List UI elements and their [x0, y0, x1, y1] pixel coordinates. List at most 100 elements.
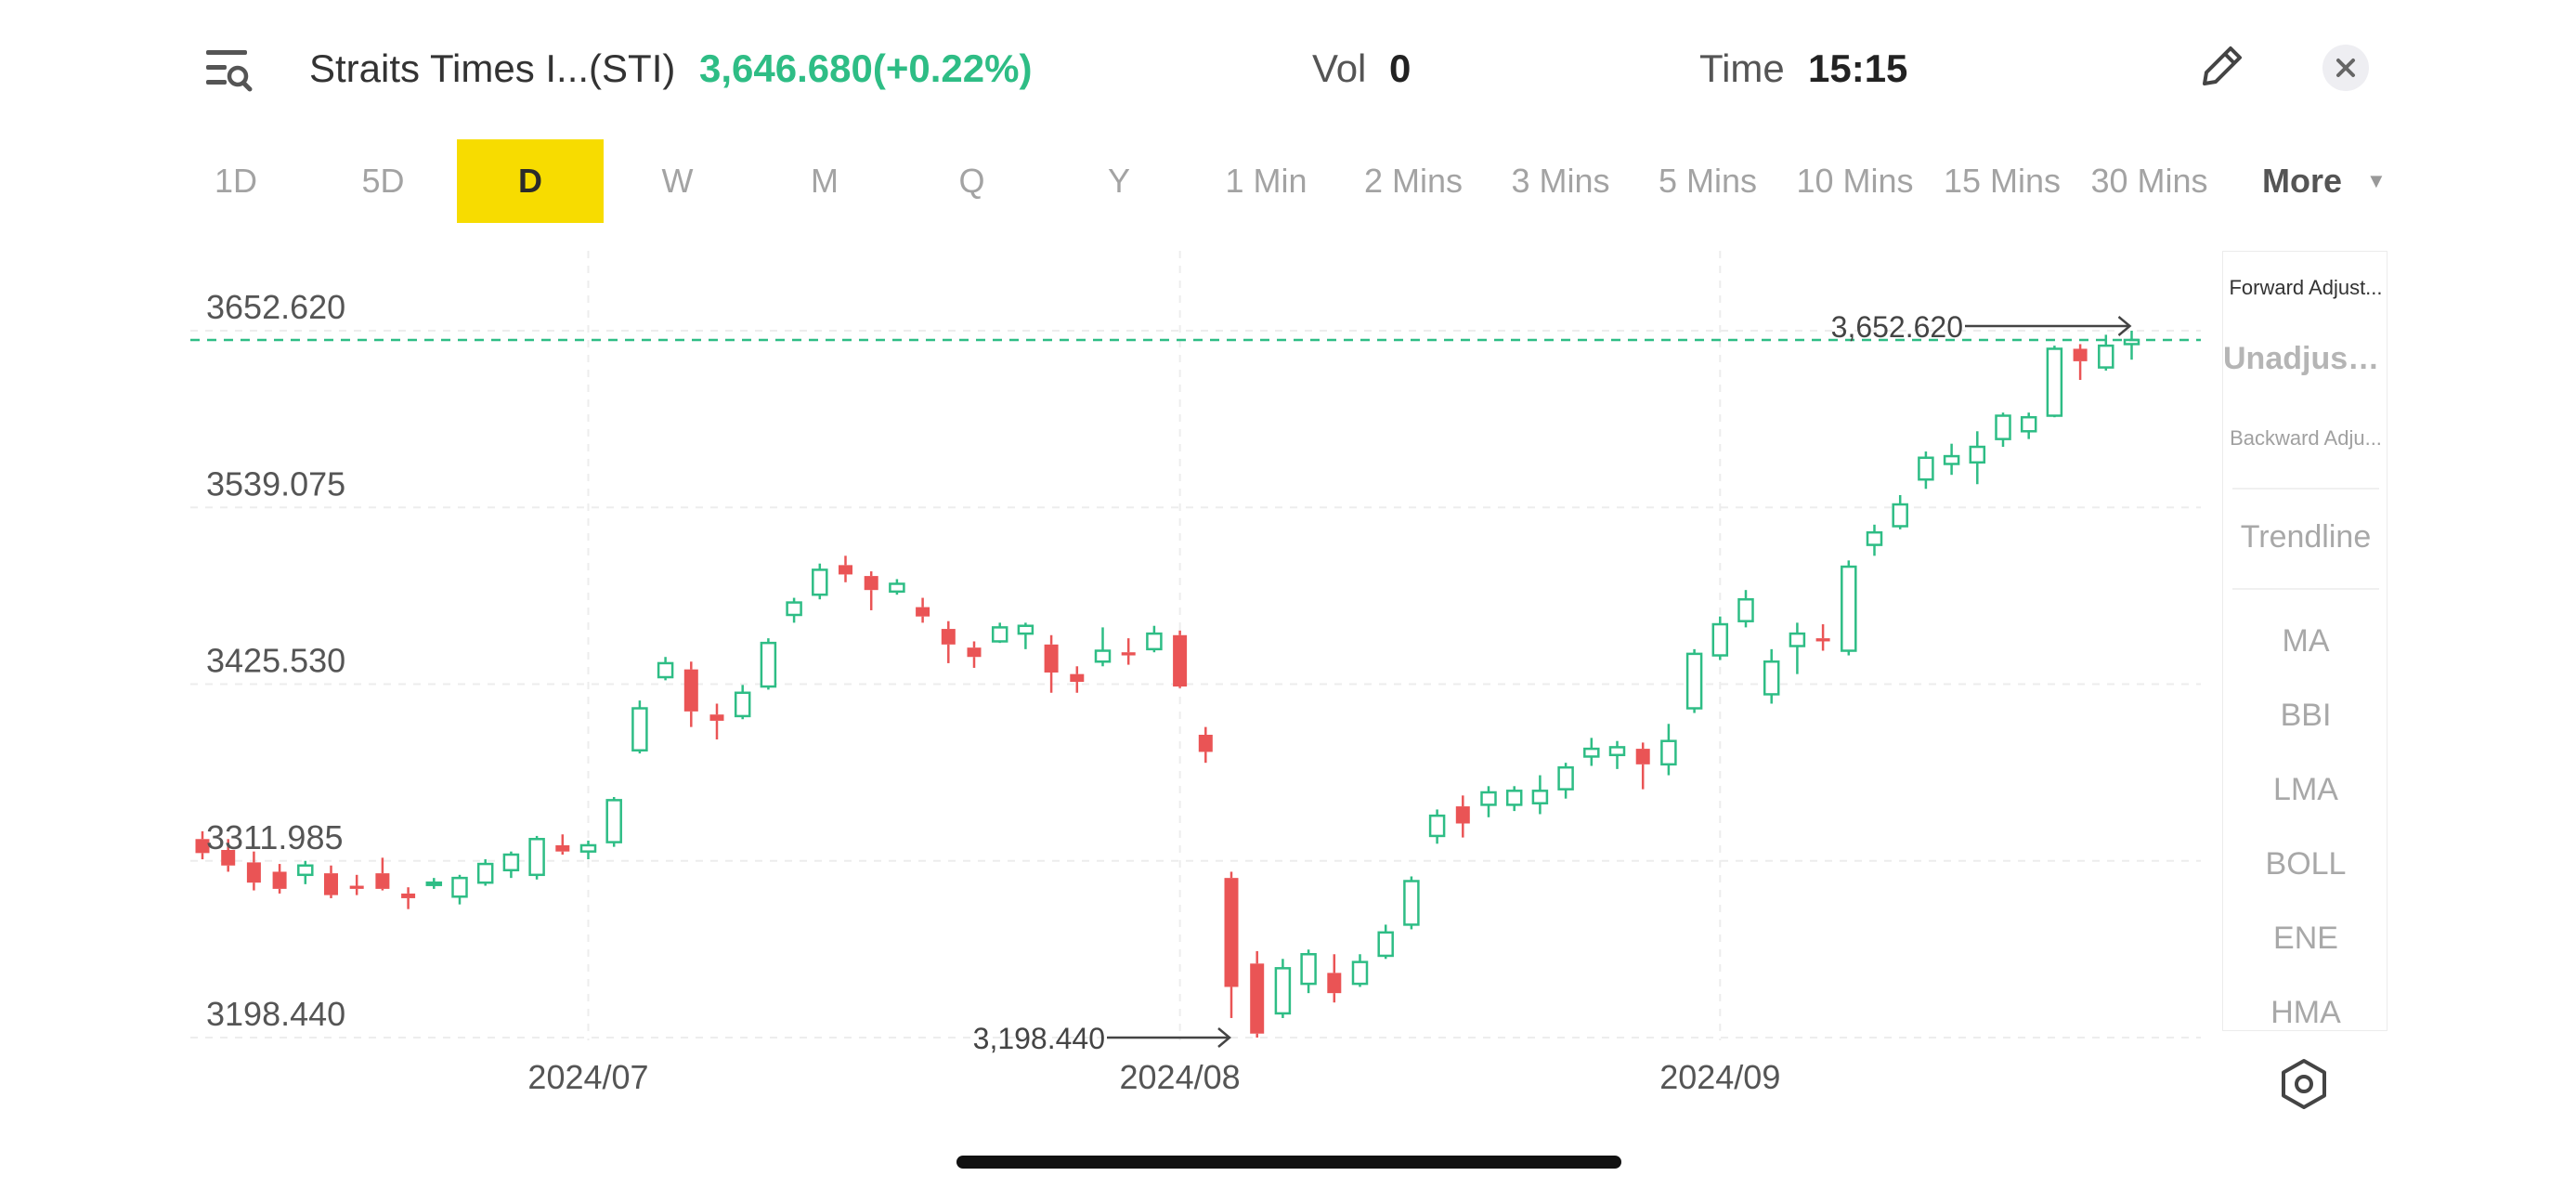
tab-10-mins[interactable]: 10 Mins	[1796, 162, 1914, 200]
indicator-ene[interactable]: ENE	[2273, 921, 2338, 956]
unadjusted-option[interactable]: Unadjusted	[2223, 341, 2387, 376]
candle	[1250, 950, 1265, 1038]
list-search-icon[interactable]	[202, 45, 254, 97]
candle-body	[1403, 880, 1420, 926]
tab-30-mins[interactable]: 30 Mins	[2090, 162, 2208, 200]
candle	[1995, 412, 2011, 448]
side-panel: Forward Adjust... Unadjusted Backward Ad…	[2222, 251, 2387, 1031]
candle-body	[1480, 790, 1497, 806]
candle-body	[839, 565, 852, 575]
candle-body	[1224, 878, 1239, 987]
candle-body	[1428, 814, 1446, 838]
backward-adjust-option[interactable]: Backward Adju...	[2230, 426, 2382, 450]
candle-body	[864, 576, 878, 591]
candle	[683, 661, 698, 727]
indicator-ma[interactable]: MA	[2282, 623, 2330, 659]
candle-body	[1583, 747, 1600, 758]
tab-y[interactable]: Y	[1107, 162, 1130, 200]
candle-body	[1173, 634, 1188, 687]
candle	[1300, 949, 1317, 994]
forward-adjust-option[interactable]: Forward Adjust...	[2229, 276, 2383, 299]
tab-15-mins[interactable]: 15 Mins	[1943, 162, 2062, 200]
candle	[812, 563, 828, 600]
candle-body	[991, 626, 1008, 643]
candle-body	[1327, 973, 1342, 994]
candle	[1274, 959, 1292, 1018]
high-marker-arrowhead	[2117, 316, 2132, 336]
tab-5d[interactable]: 5D	[361, 162, 405, 200]
candle-body	[425, 881, 443, 886]
candle-body	[502, 853, 520, 872]
candle	[1685, 648, 1703, 713]
candle	[1841, 560, 1857, 656]
candle	[528, 835, 545, 880]
candle-body	[2098, 344, 2114, 369]
indicator-hma[interactable]: HMA	[2270, 995, 2341, 1030]
indicator-bbi[interactable]: BBI	[2280, 698, 2332, 733]
candle	[1531, 775, 1549, 815]
candle	[1173, 630, 1188, 688]
candle-body	[967, 647, 982, 658]
candle-body	[1121, 652, 1136, 656]
candle-body	[734, 691, 751, 718]
caret-down-icon: ▼	[2366, 169, 2387, 192]
candle	[1711, 616, 1729, 660]
time-label: Time	[1699, 46, 1785, 90]
candle	[760, 638, 777, 690]
pencil-icon[interactable]	[2195, 41, 2245, 93]
current-price: 3,646.680(+0.22%)	[699, 46, 1033, 90]
candle-body	[1711, 622, 1729, 657]
candle	[1660, 724, 1677, 776]
candle	[916, 597, 930, 623]
candle	[1763, 648, 1780, 704]
candle-body	[941, 629, 956, 645]
candle	[991, 622, 1008, 644]
candle	[1377, 924, 1394, 960]
more-button[interactable]: More ▼	[2262, 139, 2387, 223]
candles-layer	[195, 331, 2140, 1038]
candle	[1094, 627, 1112, 667]
candle-body	[1557, 765, 1574, 790]
candle-body	[1146, 632, 1163, 651]
tab-q[interactable]: Q	[958, 162, 985, 200]
tab-m[interactable]: M	[811, 162, 839, 200]
x-tick-label: 2024/07	[527, 1058, 648, 1096]
indicator-boll[interactable]: BOLL	[2265, 846, 2347, 882]
candle	[864, 571, 878, 610]
tab-2-mins[interactable]: 2 Mins	[1363, 162, 1464, 200]
candle	[1480, 786, 1497, 817]
low-marker-label: 3,198.440	[973, 1022, 1105, 1055]
indicator-lma[interactable]: LMA	[2273, 772, 2338, 807]
tab-5-mins[interactable]: 5 Mins	[1658, 162, 1758, 200]
candle	[1017, 622, 1034, 649]
candle	[1608, 740, 1626, 769]
tab-w[interactable]: W	[661, 162, 694, 200]
candle-body	[1377, 931, 1394, 958]
tab-1-min[interactable]: 1 Min	[1225, 162, 1308, 200]
tab-3-mins[interactable]: 3 Mins	[1511, 162, 1610, 200]
candle-body	[1608, 746, 1626, 757]
candle	[297, 860, 314, 884]
candle-body	[555, 844, 570, 852]
tab-1d[interactable]: 1D	[214, 162, 258, 200]
candle	[1455, 795, 1470, 838]
trendline-button[interactable]: Trendline	[2240, 519, 2372, 555]
tab-d[interactable]: D	[457, 139, 604, 223]
candle	[709, 703, 724, 740]
candle	[221, 839, 236, 872]
candle-body	[1094, 649, 1112, 663]
candle	[1815, 624, 1830, 651]
instrument-title[interactable]: Straits Times I...(STI)	[309, 46, 676, 90]
candle	[1969, 431, 1986, 485]
candle	[889, 579, 905, 595]
close-button[interactable]	[2322, 45, 2369, 91]
candle	[839, 555, 852, 582]
close-icon	[2336, 59, 2355, 77]
y-tick-label: 3539.075	[206, 464, 345, 503]
candle-body	[1017, 624, 1034, 635]
candle-body	[760, 641, 777, 688]
candle-body	[1892, 503, 1908, 528]
candle-body	[246, 862, 261, 883]
hexagon-settings-icon[interactable]	[2277, 1057, 2331, 1111]
